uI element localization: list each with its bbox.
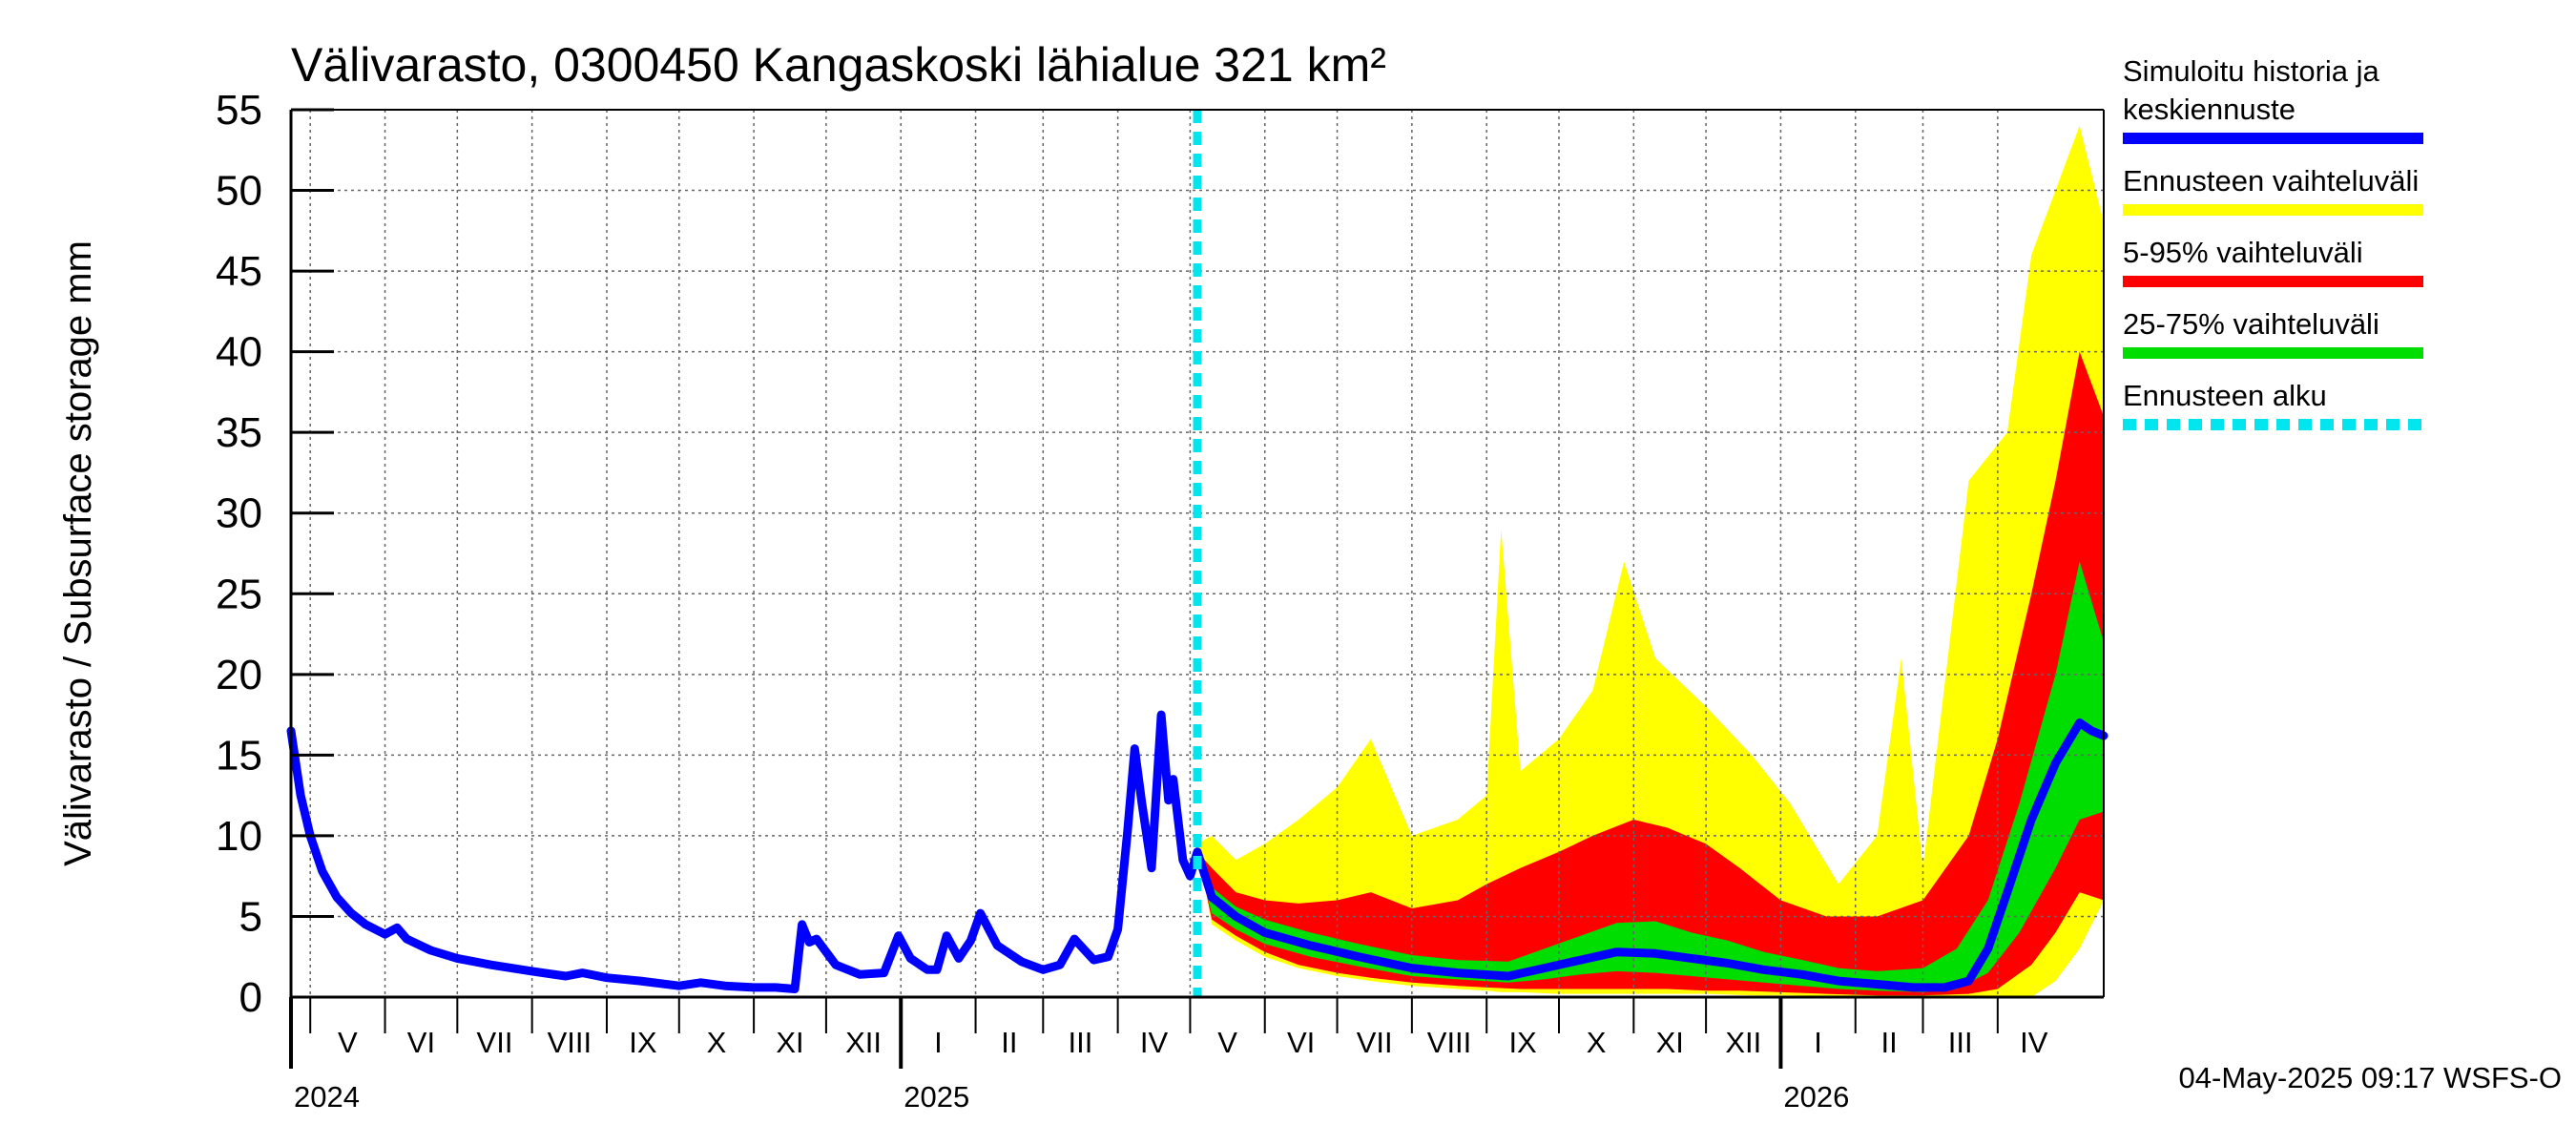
y-tick-label-10: 10: [216, 813, 262, 860]
y-tick-label-40: 40: [216, 329, 262, 376]
axes: [289, 108, 2105, 1069]
month-label-20: I: [1814, 1026, 1822, 1059]
month-label-10: III: [1069, 1026, 1093, 1059]
month-label-22: III: [1948, 1026, 1973, 1059]
y-tick-label-5: 5: [239, 893, 262, 940]
month-label-21: II: [1881, 1026, 1898, 1059]
month-label-6: XI: [776, 1026, 803, 1059]
y-axis-label: Välivarasto / Subsurface storage mm: [57, 240, 99, 866]
month-label-15: VIII: [1427, 1026, 1472, 1059]
month-label-3: VIII: [548, 1026, 592, 1059]
legend-label-simuloitu-historia-ja-keskiennuste-1: keskiennuste: [2123, 93, 2296, 126]
month-label-1: VI: [407, 1026, 435, 1059]
year-label-2026: 2026: [1783, 1080, 1849, 1114]
month-label-19: XII: [1725, 1026, 1761, 1059]
y-tick-label-45: 45: [216, 248, 262, 295]
year-label-2024: 2024: [294, 1080, 360, 1114]
y-tick-label-15: 15: [216, 732, 262, 779]
month-label-5: X: [707, 1026, 727, 1059]
month-label-2: VII: [477, 1026, 513, 1059]
month-label-14: VII: [1357, 1026, 1393, 1059]
month-label-8: I: [934, 1026, 943, 1059]
month-label-12: V: [1217, 1026, 1237, 1059]
series-line-simuloitu-historia-ja-keskiennuste: [286, 710, 2109, 993]
month-label-4: IX: [629, 1026, 657, 1059]
y-tick-label-0: 0: [239, 974, 262, 1021]
month-label-17: X: [1587, 1026, 1607, 1059]
legend-label-ennusteen-vaihteluv-li-0: Ennusteen vaihteluväli: [2123, 164, 2419, 198]
legend: Simuloitu historia ja keskiennuste Ennuste…: [2123, 54, 2423, 430]
month-label-23: IV: [2020, 1026, 2048, 1059]
legend-label-5-95-vaihteluv-li-0: 5-95% vaihteluväli: [2123, 236, 2363, 269]
y-tick-label-50: 50: [216, 168, 262, 215]
x-month-labels: V VI VII VIII IX X XI XII I II III IV V VI VII VIII IX X X…: [294, 1026, 2048, 1114]
y-tick-label-25: 25: [216, 571, 262, 617]
month-label-16: IX: [1508, 1026, 1537, 1059]
month-label-9: II: [1001, 1026, 1017, 1059]
legend-label-ennusteen-alku-0: Ennusteen alku: [2123, 379, 2327, 412]
y-tick-label-55: 55: [216, 87, 262, 134]
y-tick-label-30: 30: [216, 490, 262, 537]
y-tick-label-20: 20: [216, 652, 262, 698]
year-label-2025: 2025: [904, 1080, 969, 1114]
timestamp-label: 04-May-2025 09:17 WSFS-O: [2179, 1061, 2562, 1094]
chart-title: Välivarasto, 0300450 Kangaskoski lähialu…: [291, 38, 1386, 92]
month-label-7: XII: [845, 1026, 882, 1059]
series: [286, 710, 2109, 993]
month-label-13: VI: [1287, 1026, 1315, 1059]
forecast-bands: [1197, 125, 2104, 997]
band-25-75-vaihteluv-li: [1197, 561, 2104, 992]
legend-label-25-75-vaihteluv-li-0: 25-75% vaihteluväli: [2123, 307, 2379, 341]
month-label-18: XI: [1656, 1026, 1684, 1059]
y-tick-label-35: 35: [216, 409, 262, 456]
legend-label-simuloitu-historia-ja-keskiennuste-0: Simuloitu historia ja: [2123, 54, 2380, 88]
y-ticks: 0 5 10 15 20 25 30 35 40 45 50 55: [216, 87, 262, 1021]
month-label-0: V: [338, 1026, 358, 1059]
month-label-11: IV: [1140, 1026, 1169, 1059]
